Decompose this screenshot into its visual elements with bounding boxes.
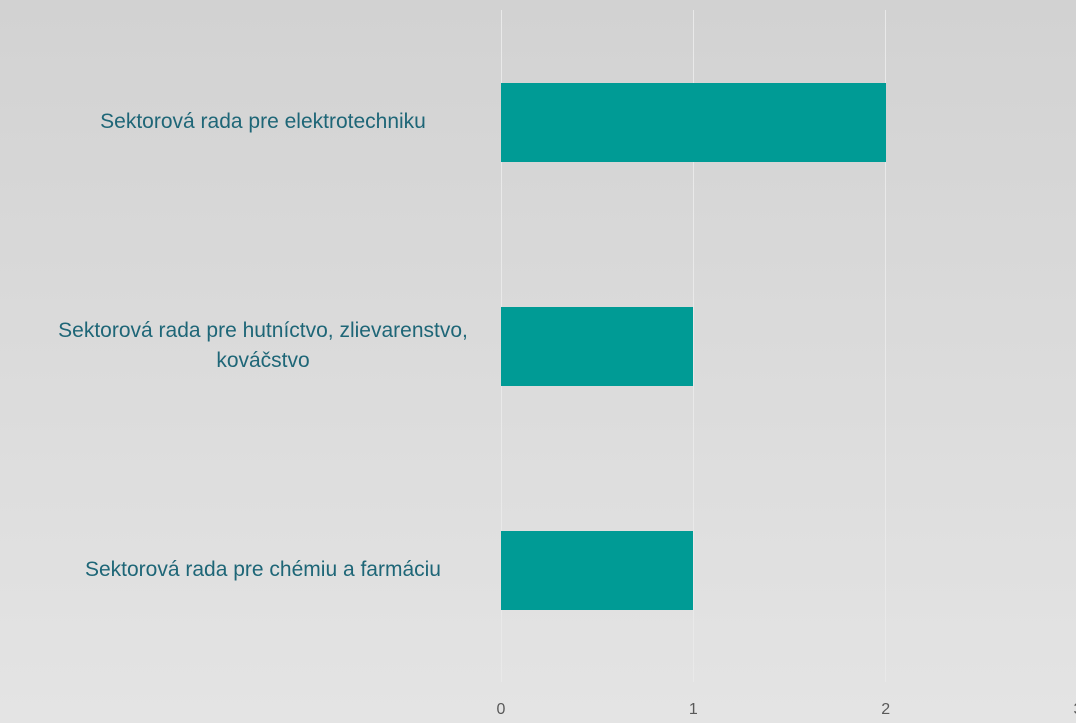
category-label: Sektorová rada pre hutníctvo, zlievarens… — [58, 319, 468, 372]
category-label: Sektorová rada pre elektrotechniku — [100, 110, 426, 133]
category-label: Sektorová rada pre chémiu a farmáciu — [84, 558, 441, 581]
bar — [501, 530, 694, 610]
grid-line — [885, 10, 887, 682]
bar — [501, 82, 886, 162]
x-tick-label: 2 — [881, 701, 891, 718]
bar — [501, 306, 694, 386]
x-tick-label: 3 — [1058, 701, 1076, 719]
grid-line — [692, 10, 694, 682]
x-tick-label: 1 — [688, 701, 698, 718]
x-tick-label: 0 — [496, 701, 506, 718]
